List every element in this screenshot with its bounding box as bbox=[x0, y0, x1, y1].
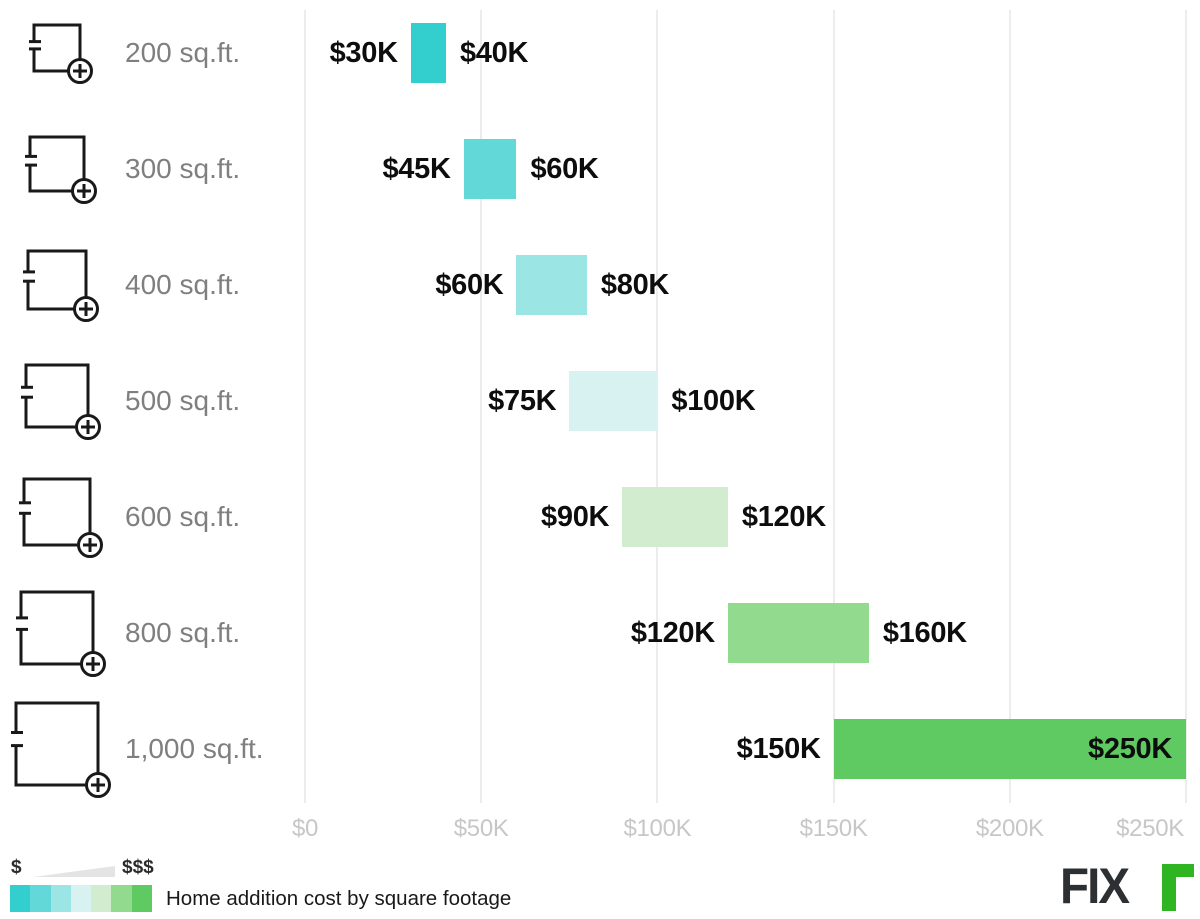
bar-max-label: $100K bbox=[671, 385, 756, 417]
range-bar bbox=[410, 23, 446, 83]
legend-swatch bbox=[91, 885, 112, 912]
range-bar bbox=[622, 487, 728, 547]
gridline bbox=[1185, 10, 1187, 803]
range-bar bbox=[833, 719, 1186, 779]
legend-high-label: $$$ bbox=[122, 857, 154, 878]
gridline bbox=[832, 10, 835, 803]
bar-max-label: $120K bbox=[741, 501, 826, 533]
gridline bbox=[656, 10, 659, 803]
x-axis-tick-label: $150K bbox=[799, 815, 868, 842]
chart-title: Home addition cost by square footage bbox=[166, 887, 512, 910]
fixr-logo-r-icon bbox=[1162, 864, 1194, 911]
category-label: 600 sq.ft. bbox=[125, 501, 241, 532]
legend-swatch bbox=[30, 885, 51, 912]
bar-min-label: $30K bbox=[329, 37, 398, 69]
legend-swatch bbox=[131, 885, 152, 912]
floor-plan-add-icon bbox=[17, 476, 103, 563]
x-axis-tick-label: $100K bbox=[623, 815, 692, 842]
x-axis-tick-label: $250K bbox=[1116, 815, 1184, 842]
fixr-logo: FIX bbox=[1060, 858, 1196, 914]
fixr-logo-text: FIX bbox=[1060, 858, 1130, 914]
bar-min-label: $75K bbox=[488, 385, 557, 417]
legend-low-label: $ bbox=[11, 857, 22, 878]
gridline bbox=[1008, 10, 1011, 803]
category-label: 400 sq.ft. bbox=[125, 269, 241, 300]
bar-max-label: $250K bbox=[1088, 733, 1172, 765]
category-label: 200 sq.ft. bbox=[125, 37, 241, 68]
legend-swatch bbox=[50, 885, 71, 912]
bar-min-label: $60K bbox=[435, 269, 504, 301]
gridline bbox=[480, 10, 483, 803]
floor-plan-add-icon bbox=[9, 700, 111, 803]
legend-swatch bbox=[111, 885, 132, 912]
bar-min-label: $45K bbox=[382, 153, 451, 185]
category-label: 300 sq.ft. bbox=[125, 153, 241, 184]
bar-min-label: $120K bbox=[630, 617, 715, 649]
bar-max-label: $40K bbox=[459, 37, 529, 69]
legend-swatch bbox=[70, 885, 92, 912]
bar-max-label: $60K bbox=[530, 153, 599, 185]
legend-swatches bbox=[10, 885, 152, 912]
bar-max-label: $80K bbox=[600, 269, 670, 301]
range-bar bbox=[569, 371, 658, 431]
x-axis-tick-label: $50K bbox=[453, 815, 509, 842]
category-label: 500 sq.ft. bbox=[125, 385, 241, 416]
floor-plan-add-icon bbox=[27, 22, 93, 89]
legend-swatch bbox=[10, 885, 31, 912]
floor-plan-add-icon bbox=[14, 589, 106, 682]
bar-max-label: $160K bbox=[882, 617, 967, 649]
floor-plan-add-icon bbox=[23, 134, 97, 209]
range-bar bbox=[516, 255, 587, 315]
x-axis-tick-label: $200K bbox=[975, 815, 1044, 842]
range-bar bbox=[727, 603, 869, 663]
range-bar bbox=[463, 139, 517, 199]
bar-min-label: $90K bbox=[541, 501, 610, 533]
floor-plan-add-icon bbox=[19, 362, 101, 445]
category-label: 800 sq.ft. bbox=[125, 617, 241, 648]
gridline bbox=[304, 10, 306, 803]
cost-wedge-icon bbox=[33, 866, 115, 877]
x-axis-tick-label: $0 bbox=[291, 815, 319, 842]
category-label: 1,000 sq.ft. bbox=[125, 733, 264, 764]
bar-min-label: $150K bbox=[736, 733, 821, 765]
floor-plan-add-icon bbox=[21, 248, 99, 327]
